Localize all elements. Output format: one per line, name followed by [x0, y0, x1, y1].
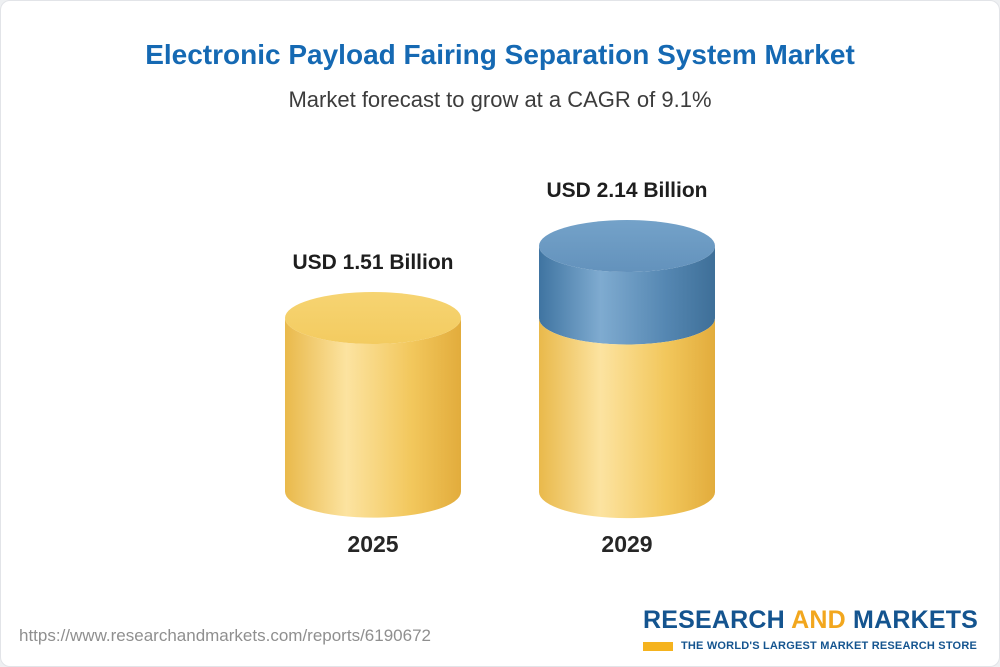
research-and-markets-logo[interactable]: RESEARCH AND MARKETS THE WORLD'S LARGEST…	[643, 606, 979, 652]
category-label-2025: 2025	[347, 531, 399, 557]
category-label-2029: 2029	[601, 531, 653, 557]
bar-chart: USD 1.51 Billion 2025 USD 2.14 Billion 2…	[1, 113, 999, 574]
value-label-2025: USD 1.51 Billion	[292, 251, 454, 274]
bar-group-2025: USD 1.51 Billion 2025	[283, 251, 463, 558]
logo-word-research: RESEARCH	[643, 606, 785, 634]
source-url[interactable]: https://www.researchandmarkets.com/repor…	[19, 626, 431, 645]
bar-group-2029: USD 2.14 Billion 2029	[537, 179, 717, 558]
logo-yellow-bar	[643, 641, 673, 651]
cylinder-2029	[537, 218, 717, 520]
logo-wordmark: RESEARCH AND MARKETS	[643, 606, 979, 635]
logo-word-markets: MARKETS	[853, 606, 979, 634]
logo-tagline: THE WORLD'S LARGEST MARKET RESEARCH STOR…	[680, 640, 977, 652]
page-subtitle: Market forecast to grow at a CAGR of 9.1…	[288, 87, 712, 112]
value-label-2029: USD 2.14 Billion	[546, 179, 708, 202]
page-title: Electronic Payload Fairing Separation Sy…	[145, 39, 855, 70]
logo-word-and: AND	[791, 606, 846, 634]
chart-header: Electronic Payload Fairing Separation Sy…	[1, 1, 999, 113]
logo-tagline-row: THE WORLD'S LARGEST MARKET RESEARCH STOR…	[643, 640, 977, 652]
cylinder-2025	[283, 290, 463, 520]
footer: https://www.researchandmarkets.com/repor…	[1, 574, 999, 666]
